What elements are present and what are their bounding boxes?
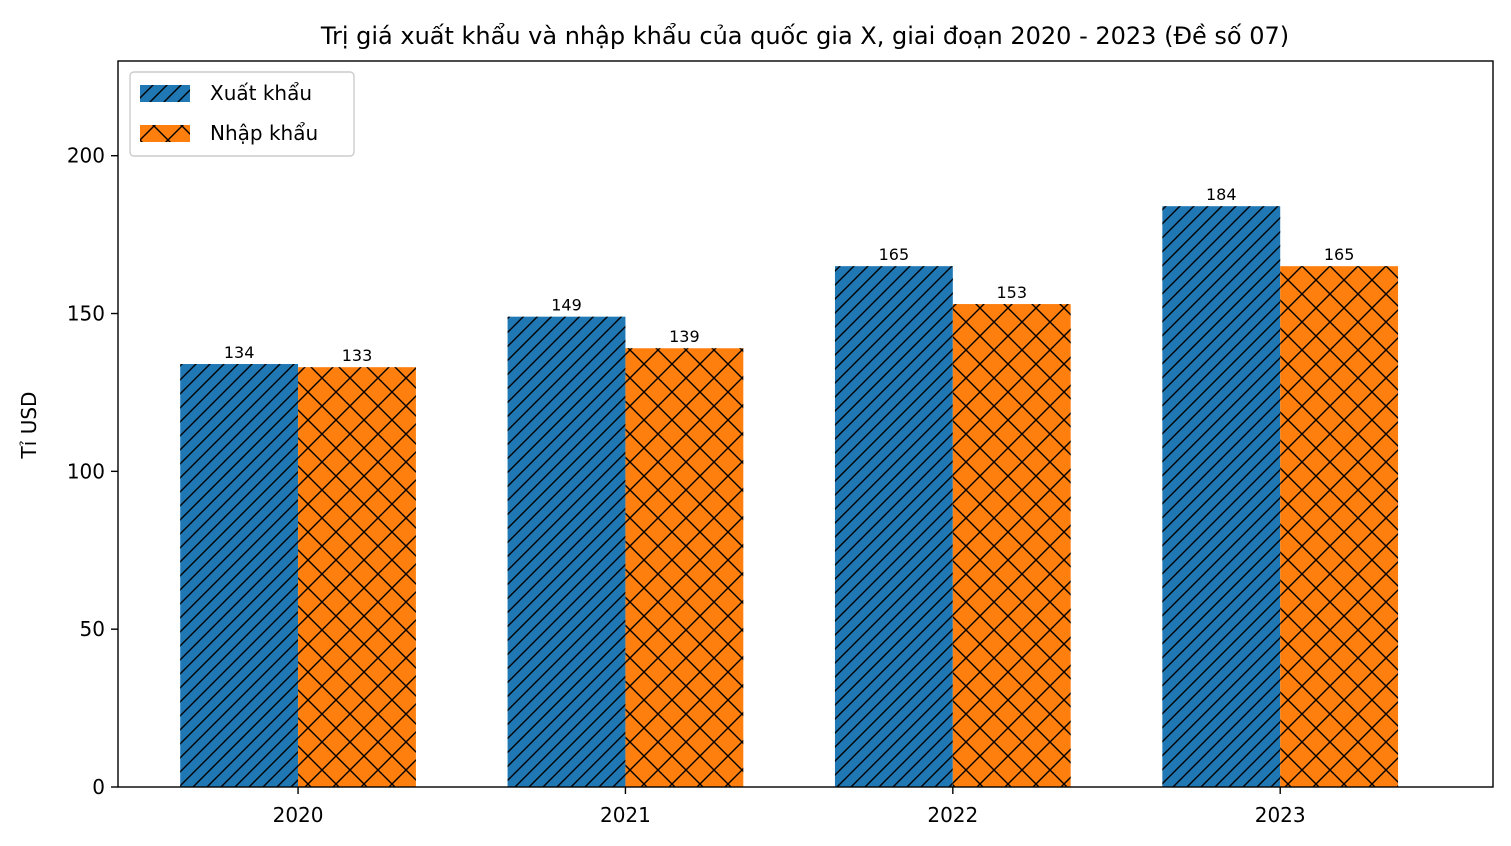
legend-label-0: Xuất khẩu	[210, 81, 312, 105]
data-label: 149	[551, 296, 582, 315]
bar-0-3-hatch	[1162, 206, 1281, 787]
x-tick-label: 2020	[273, 803, 324, 827]
x-tick-label: 2022	[927, 803, 978, 827]
bar-1-0-hatch	[298, 367, 416, 787]
chart-title: Trị giá xuất khẩu và nhập khẩu của quốc …	[320, 22, 1289, 50]
legend-swatch-hatch-1	[140, 125, 190, 142]
bar-0-0-hatch	[180, 364, 299, 787]
data-label: 134	[224, 343, 255, 362]
plot-area: 134 149 165 184 133 139 153 165 0 50 100 150 200 2020…	[67, 60, 1494, 827]
bar-1-3-hatch	[1280, 266, 1399, 787]
y-tick-label: 100	[67, 459, 105, 483]
legend: Xuất khẩu Nhập khẩu	[129, 71, 355, 157]
x-tick-label: 2021	[600, 803, 651, 827]
y-tick-label: 0	[92, 775, 105, 799]
data-label: 184	[1206, 185, 1237, 204]
y-tick-label: 200	[67, 144, 105, 168]
bar-1-2-hatch	[952, 304, 1071, 787]
plot-frame	[117, 60, 1494, 788]
data-label: 153	[996, 283, 1027, 302]
legend-swatch-hatch-0	[140, 85, 190, 102]
data-label: 165	[879, 245, 910, 264]
legend-label-1: Nhập khẩu	[210, 121, 318, 145]
bar-0-2-hatch	[834, 266, 953, 787]
data-label: 165	[1324, 245, 1355, 264]
data-label: 139	[669, 327, 700, 346]
bar-1-1-hatch	[625, 348, 744, 787]
y-tick-label: 150	[67, 302, 105, 326]
data-label: 133	[342, 346, 373, 365]
y-tick-label: 50	[80, 617, 105, 641]
bar-0-1-hatch	[507, 316, 626, 787]
x-tick-label: 2023	[1255, 803, 1306, 827]
y-axis-label: Tỉ USD	[17, 392, 41, 460]
